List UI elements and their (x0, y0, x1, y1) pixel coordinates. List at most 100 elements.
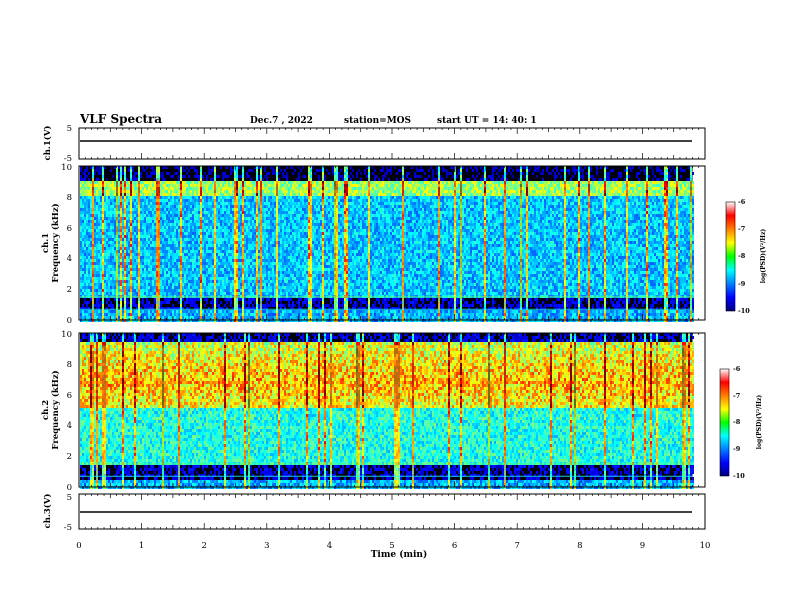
spectrogram-cell (124, 187, 126, 190)
spectrogram-cell (126, 226, 128, 229)
spectrogram-cell (88, 196, 90, 199)
spectrogram-cell (108, 286, 110, 289)
spectrogram-cell (106, 244, 108, 247)
spectrogram-cell (102, 214, 104, 217)
spectrogram-cell (100, 265, 102, 268)
spectrogram-cell (96, 220, 98, 223)
spectrogram-cell (82, 196, 84, 199)
spectrogram-cell (94, 241, 96, 244)
spectrogram-cell (120, 256, 122, 259)
spectrogram-cell (118, 187, 120, 190)
spectrogram-cell (118, 181, 120, 184)
spectrogram-cell (104, 247, 106, 250)
spectrogram-cell (110, 232, 112, 235)
spectrogram-cell (88, 199, 90, 202)
spectrogram-cell (108, 217, 110, 220)
spectrogram-cell (110, 265, 112, 268)
spectrogram-cell (102, 286, 104, 289)
spectrogram-cell (96, 181, 98, 184)
spectrogram-cell (124, 283, 126, 286)
spectrogram-cell (96, 208, 98, 211)
spectrogram-cell (126, 220, 128, 223)
spectrogram-cell (80, 169, 82, 172)
spectrogram-cell (102, 175, 104, 178)
spectrogram-cell (124, 226, 126, 229)
spectrogram-cell (118, 208, 120, 211)
spectrogram-cell (94, 250, 96, 253)
spectrogram-cell (114, 292, 116, 295)
spectrogram-cell (110, 181, 112, 184)
spectrogram-cell (96, 292, 98, 295)
spectrogram-cell (118, 202, 120, 205)
spectrogram-cell (98, 190, 100, 193)
spectrogram-cell (98, 247, 100, 250)
spectrogram-cell (100, 190, 102, 193)
spectrogram-cell (90, 286, 92, 289)
spectrogram-cell (94, 217, 96, 220)
spectrogram-cell (82, 250, 84, 253)
spectrogram-cell (90, 202, 92, 205)
spectrogram-cell (106, 223, 108, 226)
spectrogram-cell (120, 259, 122, 262)
spectrogram-cell (120, 283, 122, 286)
spectrogram-cell (124, 223, 126, 226)
spectrogram-cell (106, 298, 108, 301)
spectrogram-cell (94, 235, 96, 238)
spectrogram-cell (122, 277, 124, 280)
spectrogram-cell (80, 265, 82, 268)
spectrogram-cell (124, 220, 126, 223)
spectrogram-cell (98, 220, 100, 223)
spectrogram-cell (88, 214, 90, 217)
spectrogram-cell (98, 271, 100, 274)
spectrogram-cell (84, 202, 86, 205)
spectrogram-cell (88, 181, 90, 184)
spectrogram-cell (124, 217, 126, 220)
spectrogram-cell (96, 250, 98, 253)
spectrogram-cell (94, 205, 96, 208)
spectrogram-cell (124, 280, 126, 283)
spectrogram-cell (108, 316, 110, 319)
spectrogram-cell (90, 238, 92, 241)
spectrogram-cell (112, 217, 114, 220)
spectrogram-cell (84, 232, 86, 235)
spectrogram-cell (102, 169, 104, 172)
spectrogram-cell (104, 274, 106, 277)
spectrogram-cell (106, 292, 108, 295)
spectrogram-cell (100, 268, 102, 271)
spectrogram-cell (104, 277, 106, 280)
spectrogram-cell (118, 226, 120, 229)
spectrogram-cell (124, 277, 126, 280)
spectrogram-cell (82, 220, 84, 223)
spectrogram-cell (122, 184, 124, 187)
spectrogram-cell (126, 238, 128, 241)
spectrogram-cell (122, 310, 124, 313)
spectrogram-cell (100, 223, 102, 226)
spectrogram-cell (106, 253, 108, 256)
spectrogram-cell (98, 226, 100, 229)
spectrogram-cell (94, 283, 96, 286)
spectrogram-cell (124, 271, 126, 274)
spectrogram-cell (82, 244, 84, 247)
spectrogram-cell (96, 280, 98, 283)
spectrogram-cell (90, 244, 92, 247)
spectrogram-cell (102, 250, 104, 253)
spectrogram-cell (108, 274, 110, 277)
spectrogram-cell (98, 268, 100, 271)
spectrogram-cell (106, 217, 108, 220)
spectrogram-cell (118, 175, 120, 178)
spectrogram-cell (88, 280, 90, 283)
spectrogram-cell (94, 181, 96, 184)
spectrogram-cell (126, 202, 128, 205)
spectrogram-cell (90, 265, 92, 268)
spectrogram-cell (102, 208, 104, 211)
spectrogram-cell (118, 265, 120, 268)
spectrogram-cell (114, 271, 116, 274)
spectrogram-cell (84, 172, 86, 175)
spectrogram-cell (84, 217, 86, 220)
spectrogram-cell (104, 244, 106, 247)
spectrogram-cell (110, 223, 112, 226)
spectrogram-cell (100, 211, 102, 214)
spectrogram-cell (96, 211, 98, 214)
spectrogram-cell (104, 250, 106, 253)
spectrogram-cell (102, 268, 104, 271)
